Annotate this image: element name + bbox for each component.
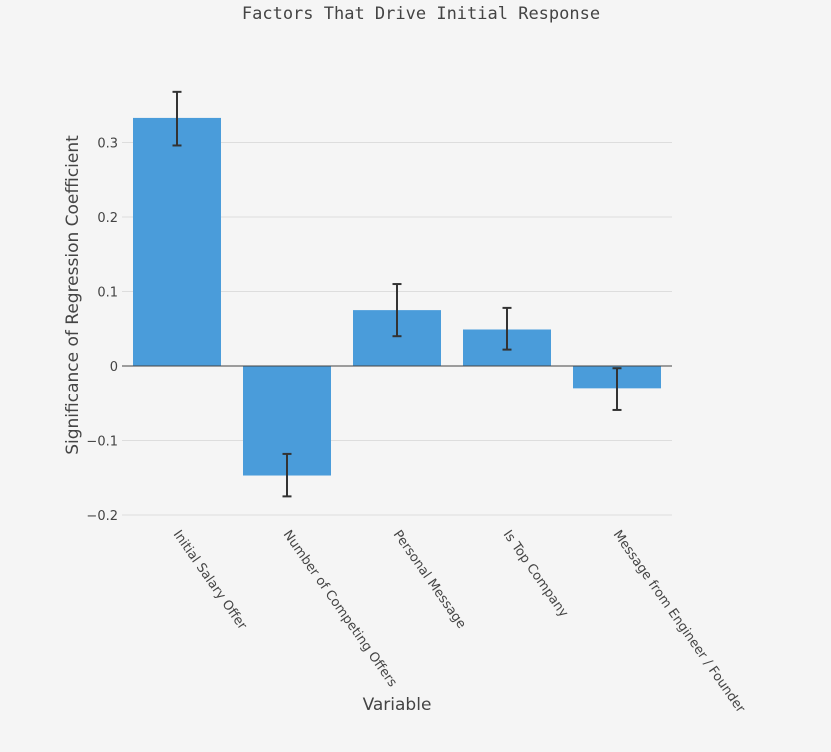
y-tick-label: 0.2: [97, 211, 118, 226]
y-tick-labels: −0.2 −0.1 0 0.1 0.2 0.3: [86, 137, 118, 525]
bar: [133, 117, 221, 366]
x-axis-title: Variable: [363, 695, 432, 715]
x-tick-label: Initial Salary Offer: [170, 528, 250, 633]
x-tick-label: Message from Engineer / Founder: [610, 528, 748, 717]
chart-title: Factors That Drive Initial Response: [242, 4, 600, 24]
y-tick-label: −0.1: [86, 435, 118, 450]
y-tick-label: 0.3: [97, 137, 118, 152]
y-axis-title: Significance of Regression Coefficient: [63, 135, 83, 455]
y-tick-label: 0.1: [97, 286, 118, 301]
x-tick-labels: Initial Salary Offer Number of Competing …: [170, 528, 748, 717]
x-tick-label: Personal Message: [390, 528, 469, 632]
x-tick-label: Is Top Company: [500, 528, 571, 621]
bars: [133, 117, 661, 476]
error-bars: [172, 90, 622, 498]
y-tick-label: −0.2: [86, 509, 118, 524]
y-tick-label: 0: [110, 360, 118, 375]
x-tick-label: Number of Competing Offers: [280, 528, 400, 690]
